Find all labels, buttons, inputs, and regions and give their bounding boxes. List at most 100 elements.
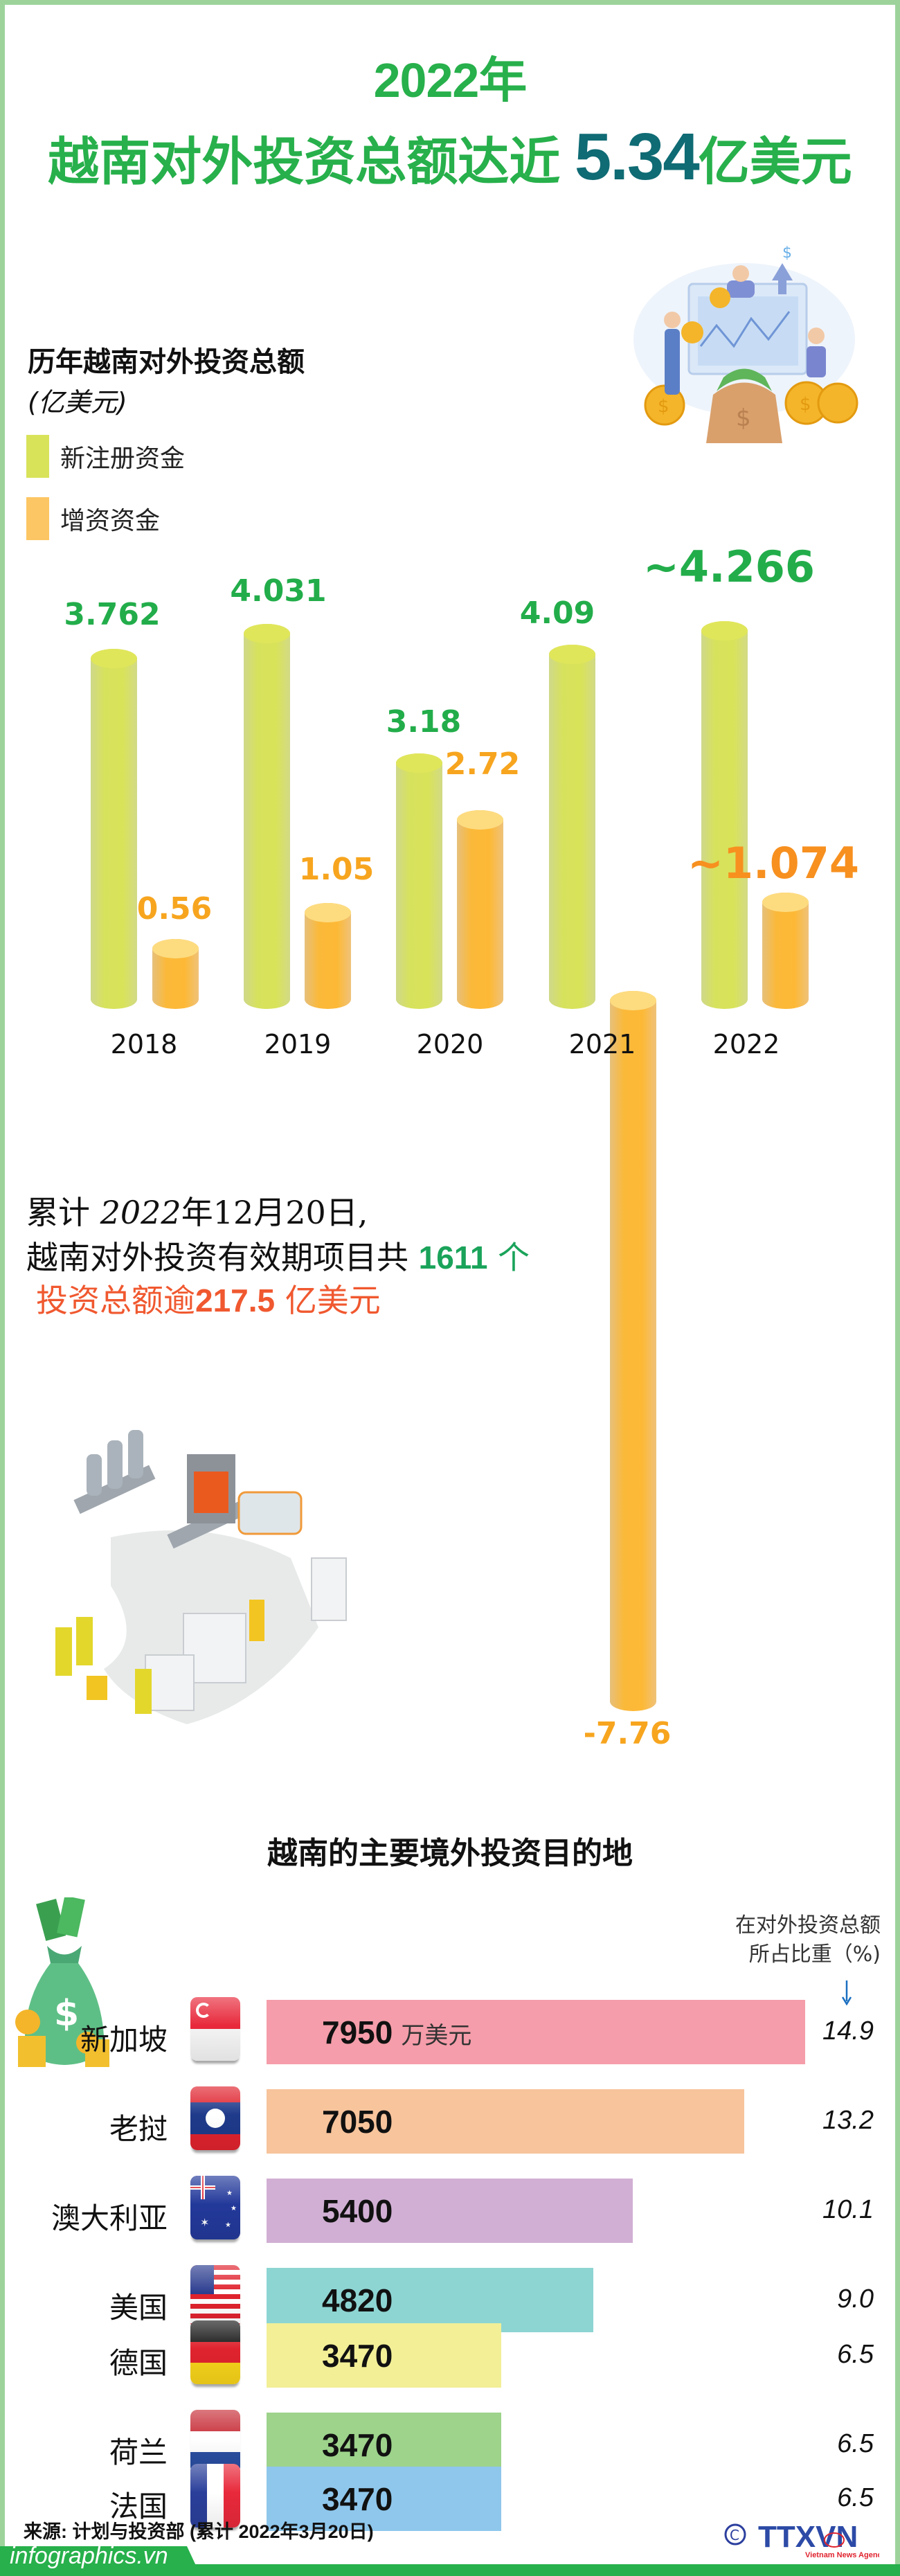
country-name: 荷兰 (109, 2435, 168, 2469)
bar-2022-new (701, 621, 748, 1009)
value-label: 4.09 (519, 596, 595, 631)
frame-border-top (0, 0, 900, 5)
country-name: 新加坡 (80, 2023, 168, 2057)
laos-flag-icon (190, 2086, 240, 2150)
amount-value: 7050 (322, 2104, 393, 2140)
frame-border-left (0, 0, 5, 2576)
amount-value: 3470 (322, 2338, 393, 2374)
value-label: 3.762 (64, 597, 161, 632)
factory-illustration-icon (55, 1430, 347, 1724)
svg-text:$: $ (54, 1993, 79, 2034)
destination-row-germany: 德国 3470 6.5 (0, 2320, 900, 2392)
bar-2019-added (305, 903, 351, 1009)
year-label: 2020 (416, 1029, 484, 1059)
bar-2019-new (244, 624, 290, 1009)
destination-row-laos: 老挝 7050 13.2 (0, 2086, 900, 2158)
amount-bar (267, 2179, 633, 2243)
legend-swatch-orange (26, 497, 49, 540)
headline-prefix: 越南对外投资总额达近 (48, 133, 575, 190)
arrow-down-icon (842, 1980, 852, 2005)
country-name: 老挝 (109, 2112, 168, 2146)
france-flag-icon (190, 2464, 240, 2528)
bar-2018-new (91, 649, 137, 1009)
bar-2021-new (549, 645, 595, 1009)
year-label: 2018 (110, 1029, 178, 1059)
svg-text:$: $ (800, 394, 811, 415)
frame-border-right (895, 0, 900, 2576)
destination-row-france: 法国 3470 6.5 (0, 2464, 900, 2536)
site-link[interactable]: infographics.vn (10, 2543, 168, 2569)
chart-title: 历年越南对外投资总额 (28, 346, 305, 378)
title-year: 2022年 (373, 53, 528, 107)
destinations-title: 越南的主要境外投资目的地 (267, 1836, 633, 1871)
percent-value: 13.2 (822, 2106, 874, 2135)
headline: 越南对外投资总额达近 5.34亿美元 (0, 119, 900, 195)
percent-value: 9.0 (837, 2284, 874, 2314)
money-bag-icon: $ (15, 1897, 109, 2067)
amount-bar (267, 2089, 744, 2154)
country-name: 美国 (109, 2291, 168, 2325)
bar-2022-added (762, 893, 809, 1009)
amount-bar (267, 2413, 501, 2477)
amount-value: 5400 (322, 2193, 393, 2229)
year-label: 2021 (568, 1029, 636, 1059)
unit-label: 万美元 (401, 2023, 472, 2049)
legend-label: 新注册资金 (60, 445, 186, 473)
svg-text:C: C (730, 2527, 739, 2543)
footer-tab (0, 2546, 201, 2576)
headline-suffix: 亿美元 (698, 133, 852, 190)
svg-text:$: $ (782, 244, 792, 262)
svg-text:$: $ (736, 404, 751, 432)
total-investment: 217.5 (195, 1282, 276, 1318)
amount-bar (267, 2467, 501, 2531)
svg-text:TTXVN: TTXVN (758, 2520, 858, 2554)
cumulative-line-3: 投资总额逾217.5 亿美元 (36, 1282, 381, 1319)
amount-value: 3470 (322, 2481, 393, 2517)
legend-item-new-capital: 新注册资金 (26, 435, 185, 478)
value-label: 0.56 (136, 891, 213, 927)
project-count: 1611 (418, 1240, 488, 1276)
year-label: 2019 (264, 1029, 332, 1059)
value-label: 3.18 (386, 704, 462, 740)
destination-row-usa: 美国 4820 9.0 (0, 2265, 900, 2337)
bar-2020-new (396, 753, 442, 1009)
amount-value: 7950 万美元 (322, 2014, 472, 2050)
percent-value: 6.5 (837, 2429, 874, 2458)
amount-bar (267, 2000, 805, 2064)
amount-bar (267, 2268, 593, 2332)
value-label: 1.05 (298, 852, 375, 887)
value-label: -7.76 (583, 1716, 672, 1751)
amount-value: 3470 (322, 2427, 393, 2463)
singapore-flag-icon (190, 1997, 240, 2061)
year-label: 2022 (712, 1029, 780, 1059)
amount-bar (267, 2323, 501, 2388)
svg-text:Vietnam News Agency: Vietnam News Agency (805, 2551, 879, 2559)
netherlands-flag-icon (190, 2410, 240, 2474)
cumulative-line-2: 越南对外投资有效期项目共 1611 个 (26, 1239, 530, 1276)
country-name: 法国 (109, 2489, 168, 2523)
usa-flag-icon (190, 2265, 240, 2329)
value-label: 4.031 (230, 573, 327, 609)
legend-swatch-green (26, 435, 49, 478)
bar-2021-added-negative (610, 991, 656, 1711)
percent-value: 6.5 (837, 2483, 874, 2512)
source-note: 来源: 计划与投资部 (累计 2022年3月20日) (24, 2521, 374, 2542)
investment-illustration-icon: $ $ $ $ (633, 244, 858, 443)
percent-value: 10.1 (822, 2195, 874, 2224)
footer-band (0, 2564, 900, 2576)
percent-column-header: 在对外投资总额 所占比重（%) (735, 1913, 881, 1967)
bar-2020-added (457, 810, 503, 1009)
destination-row-singapore: 新加坡 7950 万美元 14.9 (0, 1997, 900, 2069)
ttxvn-logo-icon: C TTXVN Vietnam News Agency (724, 2520, 879, 2559)
svg-text:$: $ (658, 396, 669, 417)
amount-value: 4820 (322, 2282, 393, 2318)
country-name: 澳大利亚 (51, 2201, 168, 2235)
destination-row-australia: 澳大利亚 ✶ ★ ★ ★ 5400 10.1 (0, 2176, 900, 2248)
germany-flag-icon (190, 2320, 240, 2384)
value-label: 2.72 (444, 746, 521, 782)
value-label: ~1.074 (687, 838, 860, 888)
country-name: 德国 (109, 2346, 168, 2380)
value-label: ~4.266 (642, 542, 816, 592)
chart-unit: (亿美元) (28, 387, 127, 418)
bar-2018-added (152, 939, 199, 1009)
